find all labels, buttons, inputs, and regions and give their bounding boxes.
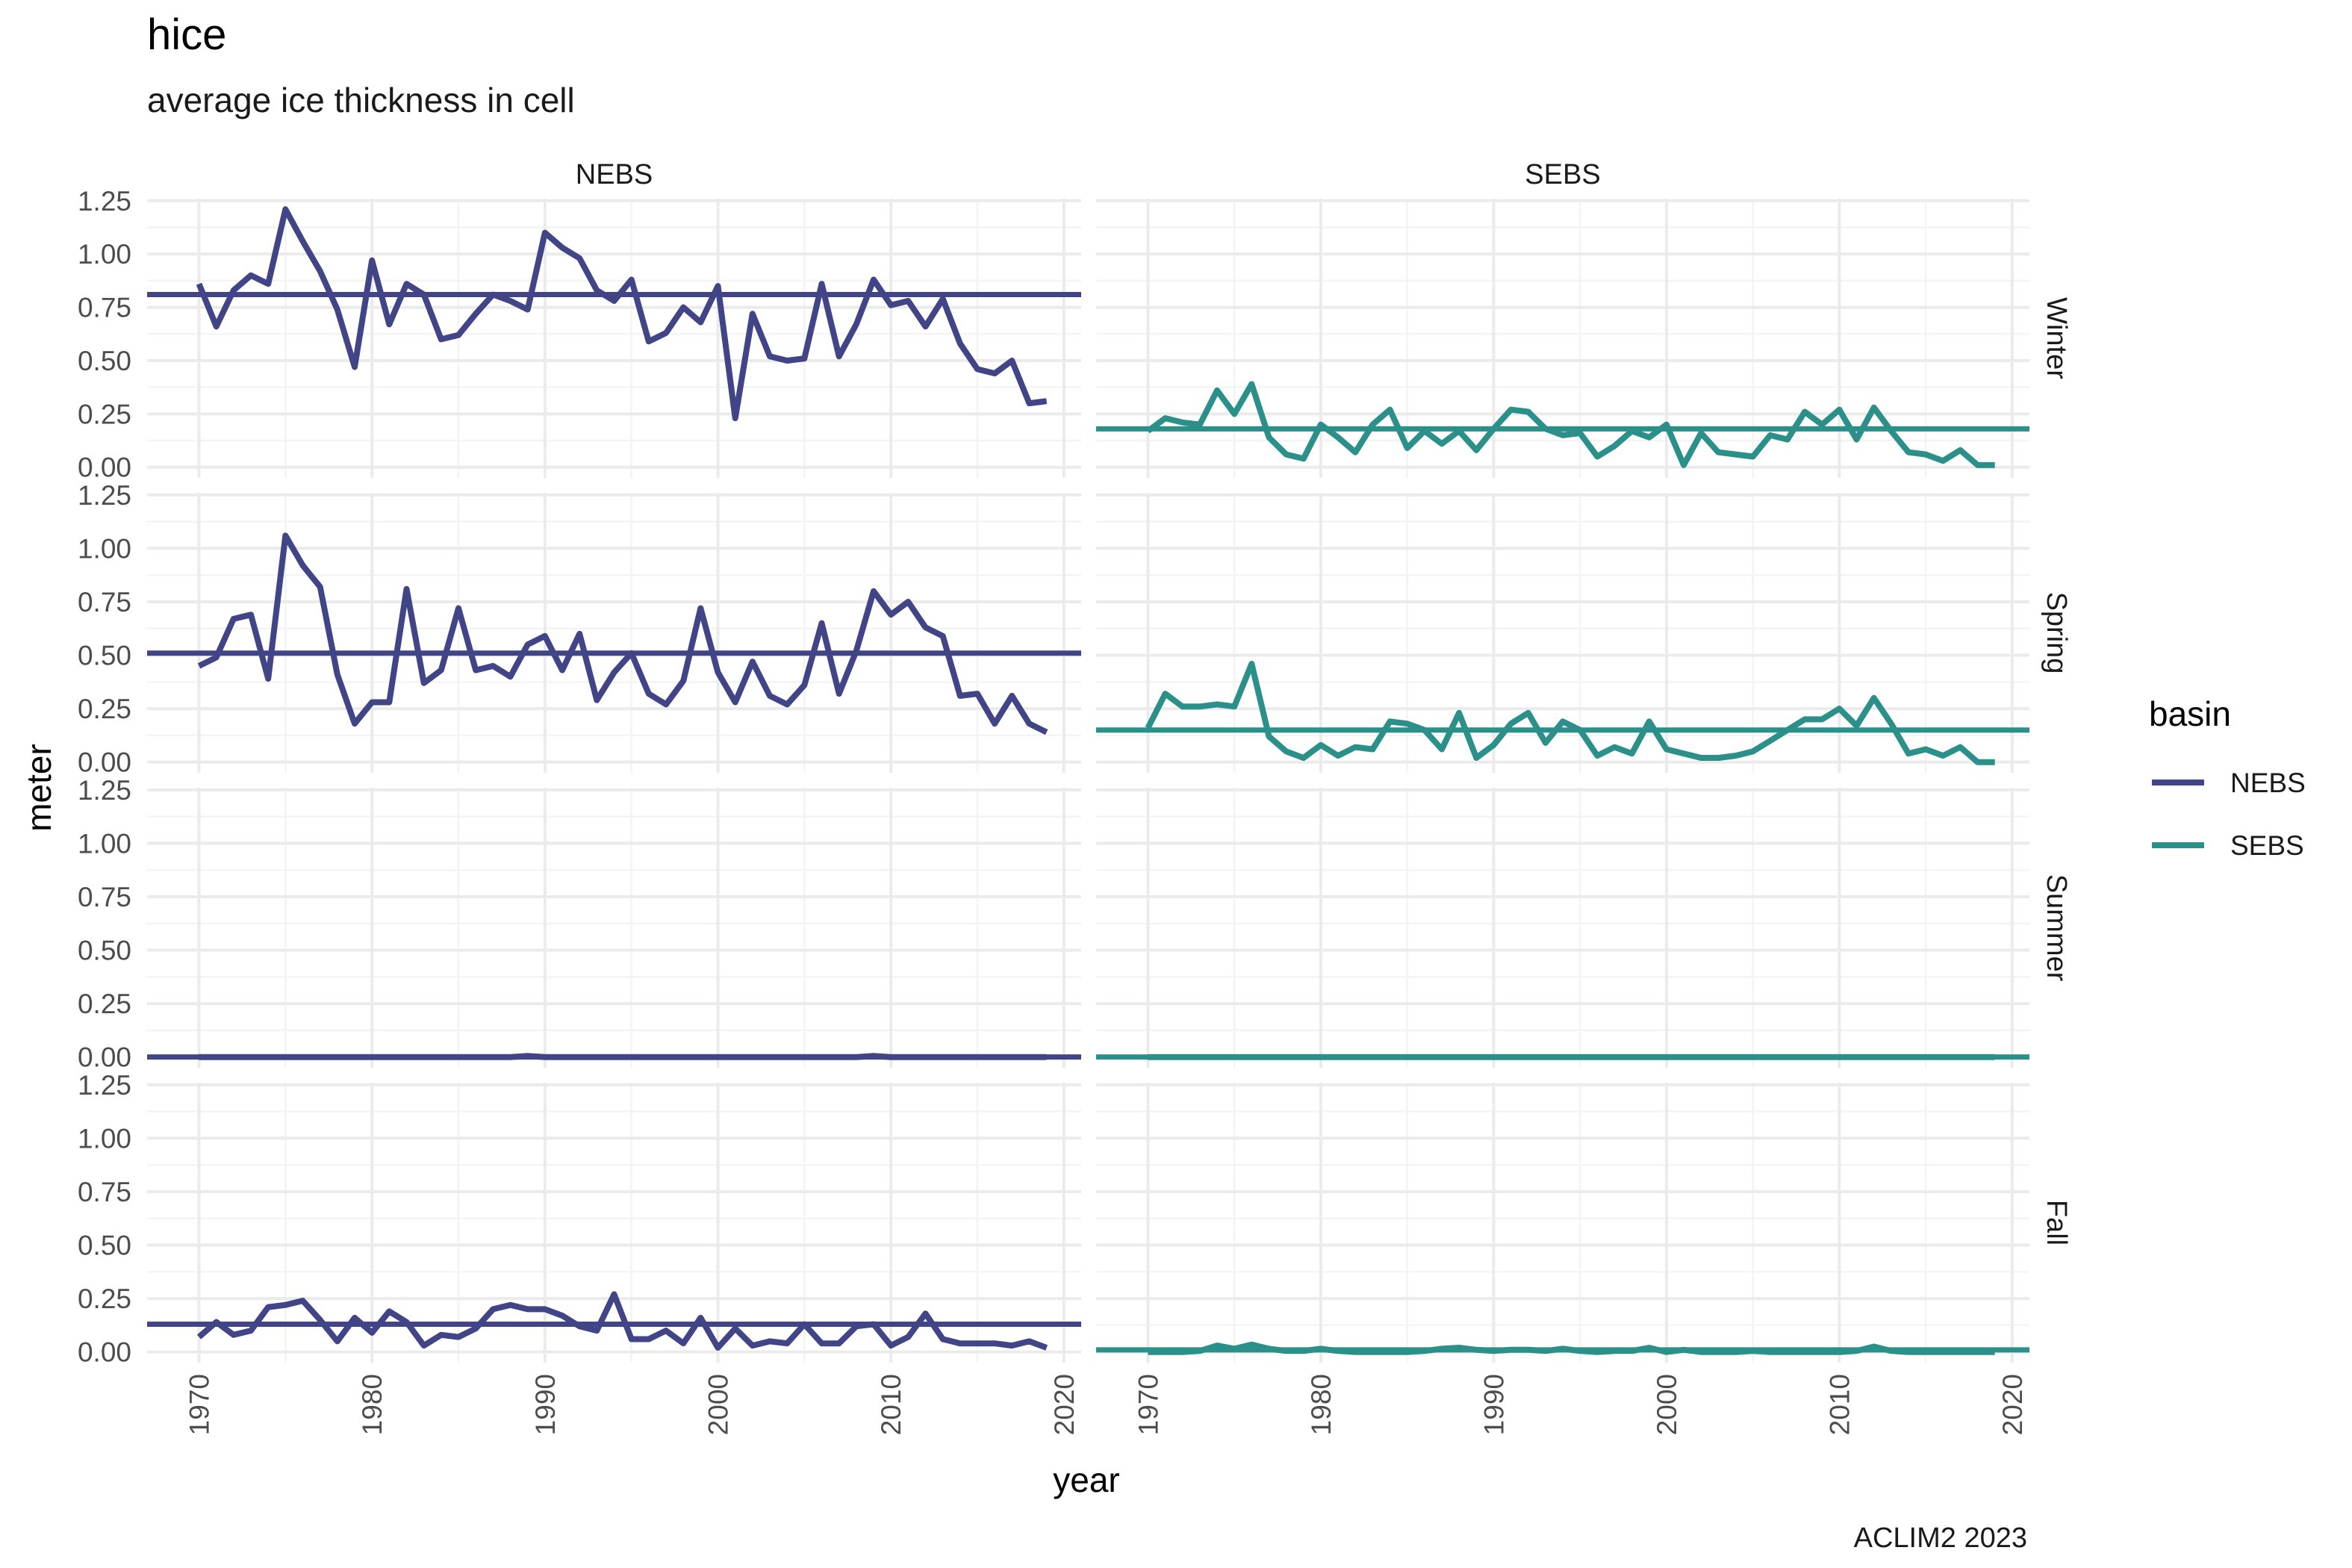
y-tick-label: 1.00 <box>78 1123 131 1154</box>
y-tick-label: 1.25 <box>78 1070 131 1101</box>
series-line-sebs-spring <box>1145 661 1995 765</box>
y-axis-tick-labels: 0.000.250.500.751.001.250.000.250.500.75… <box>78 186 131 1368</box>
panel-sebs-winter <box>1096 199 2029 478</box>
chart-caption: ACLIM2 2023 <box>1854 1522 2027 1554</box>
x-axis-label: year <box>1053 1460 1119 1499</box>
series-line-nebs-summer <box>199 1053 1047 1060</box>
facet-strips: NEBS SEBS Winter Spring Summer Fall <box>576 159 2072 1245</box>
y-tick-label: 0.75 <box>78 1177 131 1207</box>
panel-sebs-fall <box>1096 1083 2029 1363</box>
panel-nebs-summer <box>147 788 1081 1068</box>
strip-label-fall: Fall <box>2041 1200 2072 1245</box>
legend-title: basin <box>2149 694 2231 733</box>
legend-label-nebs: NEBS <box>2230 768 2306 798</box>
x-tick-label: 2000 <box>703 1374 734 1435</box>
panel-sebs-spring <box>1096 493 2029 773</box>
series-line-sebs-winter <box>1146 381 1995 468</box>
strip-label-sebs: SEBS <box>1525 159 1600 190</box>
x-tick-label: 2020 <box>1049 1374 1080 1435</box>
x-tick-label: 2010 <box>1824 1374 1855 1435</box>
y-tick-label: 0.75 <box>78 587 131 617</box>
series-line-nebs-winter <box>196 206 1048 422</box>
chart-subtitle: average ice thickness in cell <box>147 81 575 119</box>
series-line-sebs-fall <box>1148 1341 1995 1355</box>
strip-label-winter: Winter <box>2041 297 2072 379</box>
y-tick-label: 0.50 <box>78 1231 131 1261</box>
legend: basin NEBS SEBS <box>2149 694 2306 861</box>
y-tick-label: 0.25 <box>78 989 131 1019</box>
y-axis-label: meter <box>19 744 58 832</box>
x-tick-label: 1980 <box>357 1374 388 1435</box>
strip-label-spring: Spring <box>2041 592 2072 674</box>
x-tick-label: 1990 <box>1478 1374 1509 1435</box>
y-tick-label: 0.25 <box>78 694 131 724</box>
y-tick-label: 0.50 <box>78 346 131 376</box>
y-tick-label: 0.00 <box>78 1337 131 1368</box>
strip-label-summer: Summer <box>2041 874 2072 982</box>
y-tick-label: 0.75 <box>78 882 131 912</box>
y-tick-label: 1.00 <box>78 828 131 859</box>
x-tick-label: 1970 <box>1133 1374 1163 1435</box>
y-tick-label: 0.50 <box>78 936 131 966</box>
y-tick-label: 0.25 <box>78 1284 131 1314</box>
y-tick-label: 0.50 <box>78 641 131 671</box>
chart-title: hice <box>147 10 226 59</box>
strip-label-nebs: NEBS <box>576 159 653 190</box>
series-line-nebs-spring <box>197 532 1048 735</box>
x-axis-tick-labels: 1970 1980 1990 2000 2010 2020 1970 1980 1990 2000… <box>184 1374 2028 1435</box>
x-tick-label: 2000 <box>1652 1374 1682 1435</box>
x-tick-label: 2020 <box>1997 1374 2028 1435</box>
y-tick-label: 0.00 <box>78 747 131 778</box>
legend-label-sebs: SEBS <box>2230 830 2304 861</box>
y-tick-label: 0.75 <box>78 293 131 323</box>
y-tick-label: 0.00 <box>78 452 131 483</box>
series-layer <box>147 206 2029 1355</box>
y-tick-label: 1.00 <box>78 239 131 270</box>
x-tick-label: 1990 <box>530 1374 561 1435</box>
x-tick-label: 1970 <box>184 1374 215 1435</box>
panel-nebs-winter <box>147 199 1081 478</box>
panel-grid <box>147 199 2029 1363</box>
x-tick-label: 1980 <box>1306 1374 1337 1435</box>
y-tick-label: 1.25 <box>78 775 131 806</box>
panel-sebs-summer <box>1096 788 2029 1068</box>
y-tick-label: 1.00 <box>78 533 131 564</box>
y-tick-label: 1.25 <box>78 186 131 217</box>
series-line-nebs-fall <box>196 1291 1048 1351</box>
y-tick-label: 0.25 <box>78 399 131 429</box>
y-tick-label: 0.00 <box>78 1042 131 1073</box>
x-tick-label: 2010 <box>876 1374 906 1435</box>
panel-nebs-fall <box>147 1083 1081 1363</box>
y-tick-label: 1.25 <box>78 480 131 511</box>
